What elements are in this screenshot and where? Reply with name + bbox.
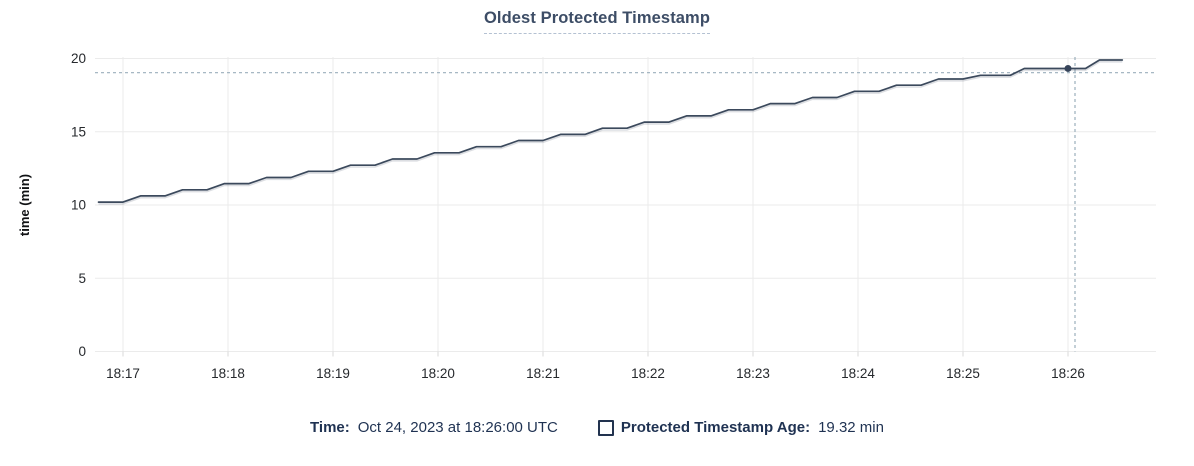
x-axis-tick-label: 18:20 xyxy=(421,366,455,381)
hover-legend: Time: Oct 24, 2023 at 18:26:00 UTC Prote… xyxy=(0,419,1194,436)
chart-title-row: Oldest Protected Timestamp xyxy=(0,9,1194,34)
y-axis-tick-label: 15 xyxy=(71,124,86,139)
y-axis-tick-label: 20 xyxy=(71,51,86,66)
x-axis-tick-label: 18:18 xyxy=(211,366,245,381)
series-value: 19.32 min xyxy=(818,419,884,436)
time-value: Oct 24, 2023 at 18:26:00 UTC xyxy=(357,419,558,436)
y-axis-tick-label: 10 xyxy=(71,198,86,213)
y-axis-title: time (min) xyxy=(17,174,32,236)
x-axis-tick-label: 18:17 xyxy=(106,366,140,381)
series-line-shadow xyxy=(98,60,1123,205)
y-axis-tick-label: 5 xyxy=(78,271,86,286)
series-line xyxy=(97,59,1124,203)
hover-data-point-dot xyxy=(1064,64,1072,72)
time-label: Time: xyxy=(310,419,350,436)
x-axis-tick-label: 18:23 xyxy=(736,366,770,381)
series-legend-group: Protected Timestamp Age: 19.32 min xyxy=(597,419,884,436)
series-name-label: Protected Timestamp Age: xyxy=(620,419,811,436)
x-axis-tick-label: 18:19 xyxy=(316,366,350,381)
x-axis-tick-label: 18:26 xyxy=(1051,366,1085,381)
series-checkbox-icon[interactable] xyxy=(597,419,614,436)
x-axis-tick-label: 18:22 xyxy=(631,366,665,381)
chart-plot-area[interactable]: 0 5 10 15 20 18:17 18:18 18:19 18:20 18:21 18:22 18… xyxy=(0,0,1194,404)
x-axis-tick-label: 18:24 xyxy=(841,366,875,381)
x-axis-tick-label: 18:25 xyxy=(946,366,980,381)
chart-title[interactable]: Oldest Protected Timestamp xyxy=(483,9,711,34)
y-axis-tick-label: 0 xyxy=(78,344,86,359)
hover-time-group: Time: Oct 24, 2023 at 18:26:00 UTC xyxy=(310,419,558,436)
x-axis-tick-label: 18:21 xyxy=(526,366,560,381)
